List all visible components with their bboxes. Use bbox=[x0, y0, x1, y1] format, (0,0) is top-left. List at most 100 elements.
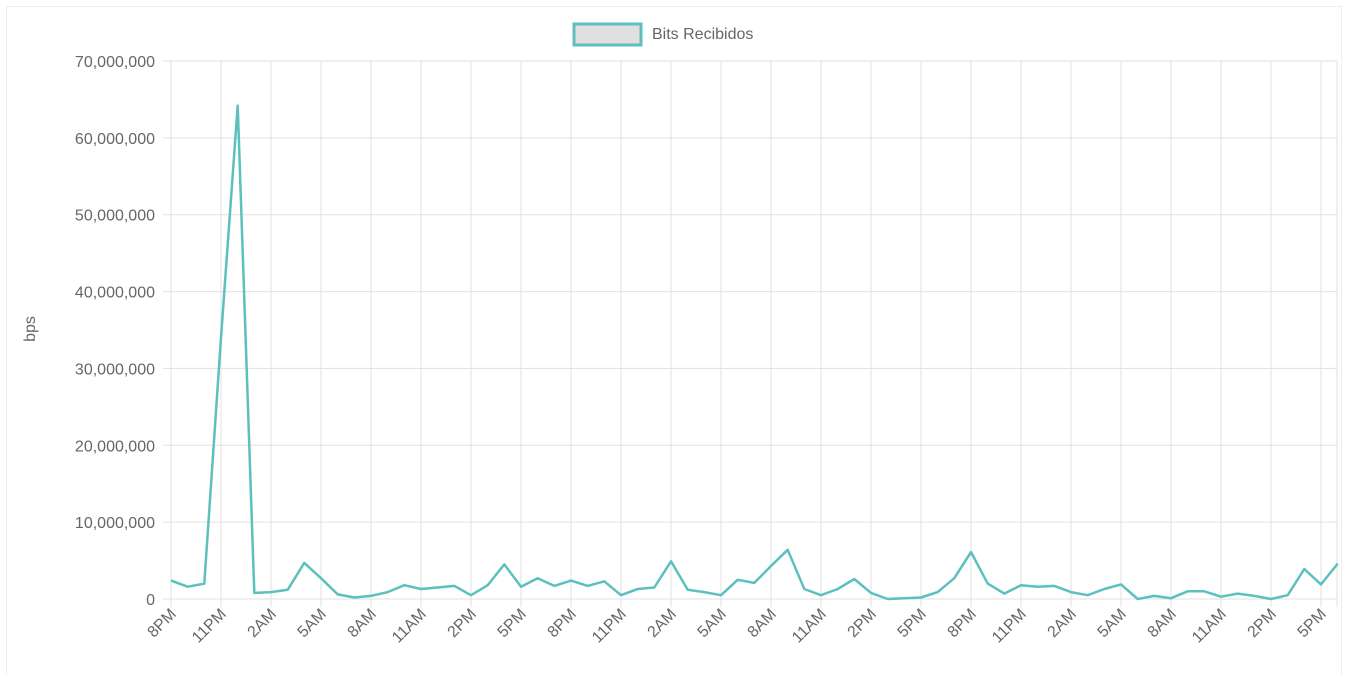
x-tick-label: 11AM bbox=[389, 606, 430, 647]
data-point bbox=[1085, 592, 1091, 598]
x-tick-label: 2AM bbox=[245, 606, 280, 641]
x-tick-label: 5AM bbox=[295, 606, 330, 641]
data-point bbox=[1001, 591, 1007, 597]
x-tick-label: 2PM bbox=[845, 606, 880, 641]
data-point bbox=[785, 547, 791, 553]
y-tick-label: 60,000,000 bbox=[75, 131, 155, 148]
data-point bbox=[818, 592, 824, 598]
x-tick-label: 5AM bbox=[695, 606, 730, 641]
data-point bbox=[485, 582, 491, 588]
x-tick-label: 5PM bbox=[895, 606, 930, 641]
data-point bbox=[451, 583, 457, 589]
y-tick-label: 30,000,000 bbox=[75, 361, 155, 378]
x-tick-label: 2AM bbox=[1045, 606, 1080, 641]
data-point bbox=[1235, 591, 1241, 597]
data-point bbox=[501, 561, 507, 567]
data-point bbox=[935, 589, 941, 595]
y-axis-label: bps bbox=[22, 316, 39, 342]
x-tick-label: 11AM bbox=[789, 606, 830, 647]
series-layer bbox=[168, 103, 1341, 602]
x-tick-label: 2PM bbox=[1245, 606, 1280, 641]
data-point bbox=[518, 584, 524, 590]
data-point bbox=[635, 586, 641, 592]
data-point bbox=[1018, 582, 1024, 588]
data-point bbox=[185, 584, 191, 590]
x-tick-label: 5PM bbox=[1295, 606, 1330, 641]
data-point bbox=[218, 335, 224, 341]
x-tick-label: 8PM bbox=[545, 606, 580, 641]
data-point bbox=[268, 589, 274, 595]
data-point bbox=[918, 594, 924, 600]
data-point bbox=[1268, 596, 1274, 602]
x-tick-label: 11PM bbox=[189, 606, 230, 647]
data-point bbox=[1218, 594, 1224, 600]
y-tick-label: 0 bbox=[146, 592, 155, 609]
data-point bbox=[551, 583, 557, 589]
data-point bbox=[385, 589, 391, 595]
series-line-bits-recibidos bbox=[171, 106, 1338, 599]
data-point bbox=[835, 586, 841, 592]
x-tick-label: 2PM bbox=[445, 606, 480, 641]
x-tick-label: 11PM bbox=[589, 606, 630, 647]
data-point bbox=[1151, 593, 1157, 599]
x-tick-label: 11PM bbox=[989, 606, 1030, 647]
data-point bbox=[1201, 588, 1207, 594]
data-point bbox=[868, 590, 874, 596]
data-point bbox=[668, 558, 674, 564]
data-point bbox=[701, 589, 707, 595]
data-point bbox=[735, 577, 741, 583]
y-tick-label: 10,000,000 bbox=[75, 515, 155, 532]
data-point bbox=[901, 595, 907, 601]
data-point bbox=[601, 578, 607, 584]
data-point bbox=[951, 575, 957, 581]
chart-container: Bits Recibidos 0 10,000,000 20,000,000 30,0… bbox=[6, 6, 1342, 675]
data-point bbox=[801, 586, 807, 592]
data-point bbox=[201, 581, 207, 587]
x-tick-label: 2AM bbox=[645, 606, 680, 641]
y-axis: 0 10,000,000 20,000,000 30,000,000 40,000,00… bbox=[75, 54, 155, 609]
data-point bbox=[468, 592, 474, 598]
legend-swatch bbox=[574, 24, 641, 45]
y-tick-label: 20,000,000 bbox=[75, 438, 155, 455]
data-point bbox=[751, 580, 757, 586]
legend[interactable]: Bits Recibidos bbox=[574, 24, 753, 45]
data-point bbox=[251, 590, 257, 596]
data-point bbox=[1251, 593, 1257, 599]
data-point bbox=[335, 591, 341, 597]
x-tick-label: 5PM bbox=[495, 606, 530, 641]
data-point bbox=[851, 576, 857, 582]
x-tick-label: 5AM bbox=[1095, 606, 1130, 641]
x-tick-label: 8PM bbox=[145, 606, 180, 641]
data-point bbox=[1035, 584, 1041, 590]
data-point bbox=[535, 575, 541, 581]
data-point bbox=[1318, 581, 1324, 587]
data-point bbox=[168, 578, 174, 584]
legend-label: Bits Recibidos bbox=[652, 26, 753, 43]
data-point bbox=[351, 594, 357, 600]
data-point bbox=[885, 596, 891, 602]
x-tick-label: 8PM bbox=[945, 606, 980, 641]
data-point bbox=[651, 584, 657, 590]
data-point bbox=[1135, 596, 1141, 602]
data-point bbox=[1118, 581, 1124, 587]
data-point bbox=[1068, 589, 1074, 595]
data-point bbox=[1335, 561, 1341, 567]
data-point bbox=[1185, 588, 1191, 594]
data-point bbox=[568, 578, 574, 584]
data-point bbox=[768, 563, 774, 569]
line-chart: Bits Recibidos 0 10,000,000 20,000,000 30,0… bbox=[7, 7, 1343, 676]
data-point bbox=[618, 592, 624, 598]
y-tick-label: 50,000,000 bbox=[75, 208, 155, 225]
data-point bbox=[285, 587, 291, 593]
data-point bbox=[968, 549, 974, 555]
data-point bbox=[235, 103, 241, 109]
data-point bbox=[318, 575, 324, 581]
data-point bbox=[1168, 595, 1174, 601]
y-tick-label: 70,000,000 bbox=[75, 54, 155, 71]
y-tick-label: 40,000,000 bbox=[75, 285, 155, 302]
data-point bbox=[1285, 592, 1291, 598]
data-point bbox=[435, 584, 441, 590]
data-point bbox=[718, 592, 724, 598]
x-tick-label: 8AM bbox=[345, 606, 380, 641]
data-point bbox=[985, 581, 991, 587]
